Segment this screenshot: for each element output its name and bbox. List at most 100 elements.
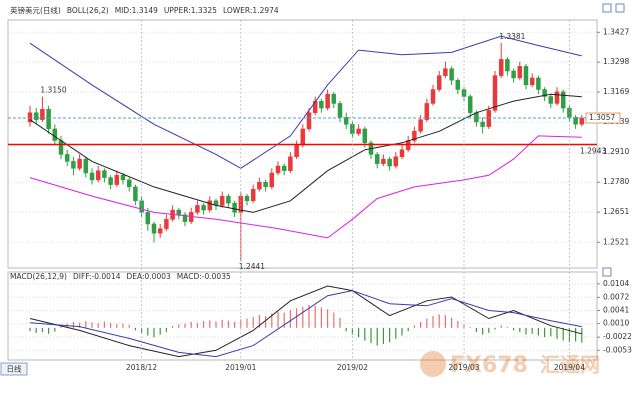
candle-body [64,154,70,162]
candle-body [436,75,442,90]
candle-body [374,154,380,164]
candle-body [498,59,504,76]
candle-body [58,140,64,155]
candle-body [381,158,386,164]
candle-body [511,70,516,79]
legend-entry: MID:1.3149 [115,6,158,15]
price-tag [585,112,621,124]
indicator-line [29,35,582,169]
candle-body [195,205,200,213]
x-tick-label: 2019/03 [448,363,479,372]
indicator-name: BOLL(26,2) [67,6,109,15]
candle-body [164,219,169,229]
candle-body [536,77,541,90]
x-tick-label: 2018/12 [126,363,157,372]
candle-body [480,121,485,127]
legend-entry: DEA:0.0003 [126,272,171,281]
candle-body [393,156,399,167]
candle-body [269,172,275,188]
chart-title: 英镑美元(日线) [10,5,61,15]
watermark: FX678 汇通网 [420,351,600,378]
y-tick-label: -0.0053 [603,345,632,354]
candle-body [418,119,423,132]
annotation: 1.2441 [239,262,265,271]
candle-body [139,200,144,213]
candle-body [430,89,436,104]
legend-entry: MACD:-0.0035 [177,272,231,281]
timeframe-tab[interactable]: 日线 [7,364,22,374]
watermark-text: 汇通网 [540,353,600,377]
candle-body [319,100,324,109]
candle-body [474,112,479,123]
y-tick-label: 1.2521 [603,237,629,246]
y-tick-label: 1.2780 [603,177,629,186]
candle-body [300,128,306,146]
y-tick-label: 1.3169 [603,87,629,96]
macd-panel [7,271,598,361]
candle-body [579,117,585,125]
candle-body [455,80,461,90]
annotation: 1.3381 [499,32,525,41]
candle-body [560,91,566,109]
watermark-text: FX678 [450,353,528,378]
candle-body [412,131,417,141]
candle-body [151,223,157,234]
timeframe-tab-box[interactable] [0,362,28,376]
x-tick-label: 2019/04 [554,363,585,372]
candle-body [89,172,95,181]
candle-body [71,161,76,169]
candle-body [542,89,547,97]
y-tick-label: 0.0010 [603,319,629,328]
y-tick-label: -0.0022 [603,332,632,341]
candle-body [337,103,343,118]
candle-body [288,156,293,171]
macd-icon[interactable] [602,267,612,277]
indicator-line [29,135,582,239]
chart-title: MACD(26,12,9) [10,272,67,281]
candle-body [176,209,182,215]
candle-body [263,181,268,188]
candle-body [449,68,454,81]
watermark-logo [420,351,446,377]
candle-body [33,112,39,120]
candle-body [492,75,498,111]
candle-body [219,195,225,206]
candle-body [573,117,578,125]
y-tick-label: 0.0104 [603,279,629,288]
candle-body [207,200,213,211]
candle-body [424,103,430,120]
candle-body [46,108,51,130]
candle-body [548,96,554,104]
candle-body [120,175,126,181]
reference-label: 1.2943 [580,146,606,155]
candle-body [77,158,82,169]
zoom-icon[interactable] [602,3,612,13]
candle-body [114,175,120,185]
candle-body [523,66,529,86]
y-tick-label: 1.2651 [603,207,629,216]
settings-icon[interactable] [615,3,625,13]
legend-entry: LOWER:1.2974 [223,6,279,15]
x-tick-label: 2019/01 [225,363,256,372]
candle-body [517,66,523,79]
y-tick-label: 0.0072 [603,292,629,301]
candle-body [325,93,330,109]
x-tick-label: 2019/02 [337,363,368,372]
candle-body [27,112,33,123]
indicator-line [29,290,582,358]
legend-entry: DIFF:-0.0014 [73,272,121,281]
candle-body [362,128,368,144]
candle-body [157,228,163,234]
candle-body [126,179,132,188]
candle-body [102,170,107,178]
candle-body [83,158,89,174]
candle-body [226,195,231,204]
y-tick-label: 1.3298 [603,57,629,66]
candle-body [133,186,138,202]
candle-body [529,77,535,86]
candle-body [467,96,473,113]
candle-body [108,177,113,185]
indicator-line [29,285,582,358]
candle-body [145,212,151,225]
